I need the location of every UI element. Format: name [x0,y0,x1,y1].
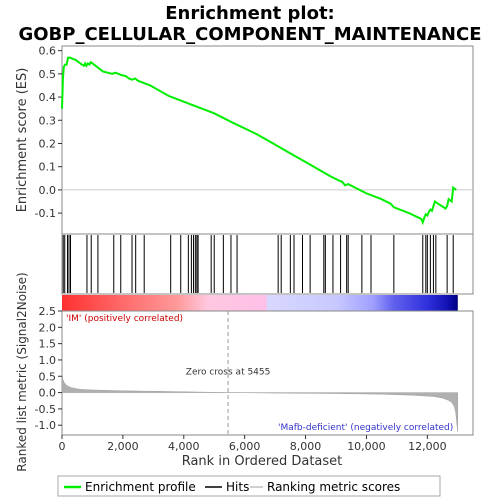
x-tick-label: 2,000 [107,440,139,453]
metric-y-ticks: -1.0 -0.5 0.0 0.5 1.0 1.5 2.0 2.5 [35,305,62,432]
metric-y-tick-label: 1.5 [39,338,57,351]
chart-title-line1: Enrichment plot: [165,3,335,24]
metric-y-axis-label: Ranked list metric (Signal2Noise) [15,272,29,471]
metric-panel-frame [61,310,474,436]
metric-y-tick-label: 0.0 [39,387,57,400]
metric-y-tick-label: -1.0 [35,419,56,432]
chart-title-line2: GOBP_CELLULAR_COMPONENT_MAINTENANCE [18,24,481,45]
metric-y-tick-label: 2.5 [39,305,57,318]
es-y-tick-label: 0.3 [39,114,57,127]
legend-enrichment-label: Enrichment profile [85,480,196,494]
legend-metric-label: Ranking metric scores [267,480,400,494]
ranking-metric-area [61,371,458,432]
x-axis-label: Rank in Ordered Dataset [182,454,343,469]
x-tick-label: 0 [59,440,66,453]
hits-panel-frame [61,233,474,295]
metric-y-tick-label: 1.0 [39,354,57,367]
negative-correlation-label: 'Mafb-deficient' (negatively correlated) [278,423,453,433]
es-y-tick-label: 0.0 [39,184,57,197]
es-y-tick-label: 0.1 [39,161,57,174]
es-y-tick-label: 0.5 [39,68,57,81]
x-tick-label: 4,000 [168,440,200,453]
hit-markers [62,235,454,293]
metric-y-tick-label: 0.5 [39,370,57,383]
x-tick-label: 12,000 [408,440,447,453]
es-y-tick-label: -0.1 [35,207,56,220]
x-tick-label: 6,000 [229,440,261,453]
positive-correlation-label: 'IM' (positively correlated) [66,314,183,324]
es-y-axis-label: Enrichment score (ES) [15,68,30,213]
es-y-tick-label: 0.4 [39,91,57,104]
es-y-tick-label: 0.6 [39,45,57,58]
es-y-tick-label: 0.2 [39,137,57,150]
metric-y-tick-label: -0.5 [35,403,56,416]
legend-hits-label: Hits [226,480,249,494]
enrichment-profile-line [61,56,457,226]
metric-y-tick-label: 2.0 [39,321,57,334]
legend-box [57,475,441,497]
x-tick-label: 8,000 [290,440,322,453]
rank-colorbar [62,295,458,311]
x-tick-label: 10,000 [347,440,386,453]
x-axis-ticks: 0 2,000 4,000 6,000 8,000 10,000 12,000 [59,435,447,453]
zero-cross-label: Zero cross at 5455 [186,368,271,378]
es-y-ticks: -0.1 0.0 0.1 0.2 0.3 0.4 0.5 0.6 [35,45,62,220]
